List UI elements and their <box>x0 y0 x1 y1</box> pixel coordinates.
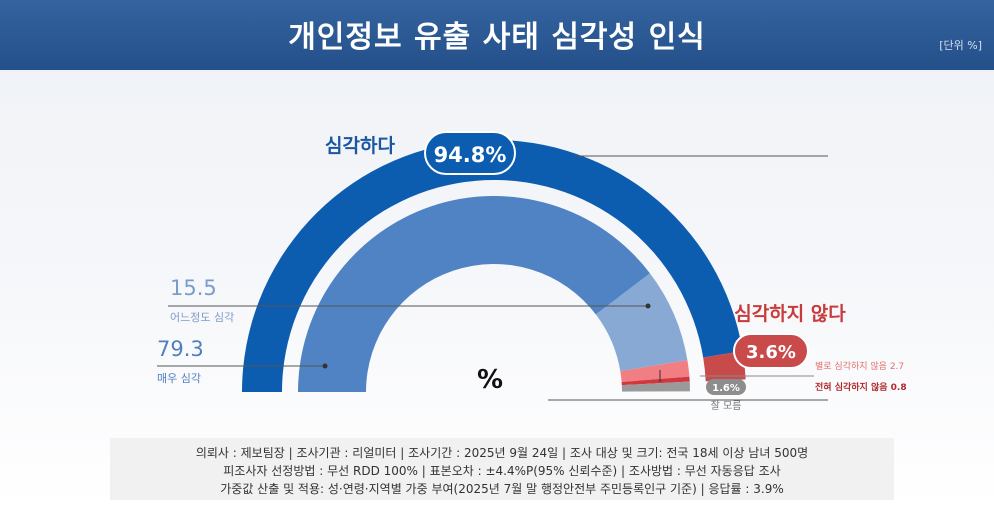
group-total-not-serious: 3.6% <box>746 342 796 363</box>
group-total-not-serious-pill <box>733 333 809 369</box>
group-total-serious-pill <box>424 131 516 175</box>
survey-notes-line-3: 가중값 산출 및 적용: 성·연령·지역별 가중 부여(2025년 7월 말 행… <box>220 482 784 496</box>
segment-label-very-serious: 매우 심각 <box>157 372 201 385</box>
group-label-serious: 심각하다 <box>325 135 395 157</box>
semicircle-chart: % 심각하다 94.8% 심각하지 않다 3.6% 15.5 어느정도 심각 79.3 매우 심… <box>157 131 907 412</box>
survey-notes-line-2: 피조사자 선정방법 : 무선 RDD 100% | 표본오차 : ±4.4%P(… <box>223 464 781 478</box>
chart-title: 개인정보 유출 사태 심각성 인식 <box>288 20 706 55</box>
inner-arc-not-very-serious <box>620 360 690 382</box>
survey-notes: 의뢰사 : 제보팀장 | 조사기관 : 리얼미터 | 조사기간 : 2025년 … <box>110 438 894 500</box>
segment-label-not-very-serious: 별로 심각하지 않음 2.7 <box>815 360 904 372</box>
title-banner: 개인정보 유출 사태 심각성 인식 [단위 %] <box>0 0 994 70</box>
segment-value-somewhat-serious: 15.5 <box>170 276 217 300</box>
group-label-not-serious: 심각하지 않다 <box>734 303 846 325</box>
segment-value-dont-know-pill <box>706 379 746 395</box>
leader-dot-somewhat-serious <box>645 303 651 309</box>
outer-arc-serious <box>242 139 743 392</box>
segment-label-somewhat-serious: 어느정도 심각 <box>170 311 234 324</box>
group-total-serious: 94.8% <box>434 143 507 167</box>
survey-notes-line-1: 의뢰사 : 제보팀장 | 조사기관 : 리얼미터 | 조사기간 : 2025년 … <box>195 446 809 460</box>
inner-arc-not-at-all-serious <box>621 376 690 386</box>
inner-arc-very-serious <box>298 195 650 392</box>
segment-label-not-at-all-serious: 전혀 심각하지 않음 0.8 <box>815 381 907 393</box>
segment-value-dont-know: 1.6% <box>712 383 740 394</box>
segment-label-dont-know: 잘 모름 <box>711 400 742 412</box>
unit-label: [단위 %] <box>939 39 982 52</box>
inner-arc-somewhat-serious <box>595 273 688 372</box>
segment-value-very-serious: 79.3 <box>157 337 204 361</box>
center-unit-symbol: % <box>477 365 503 395</box>
inner-arc-dont-know <box>621 381 690 392</box>
leader-dot-very-serious <box>322 363 328 369</box>
